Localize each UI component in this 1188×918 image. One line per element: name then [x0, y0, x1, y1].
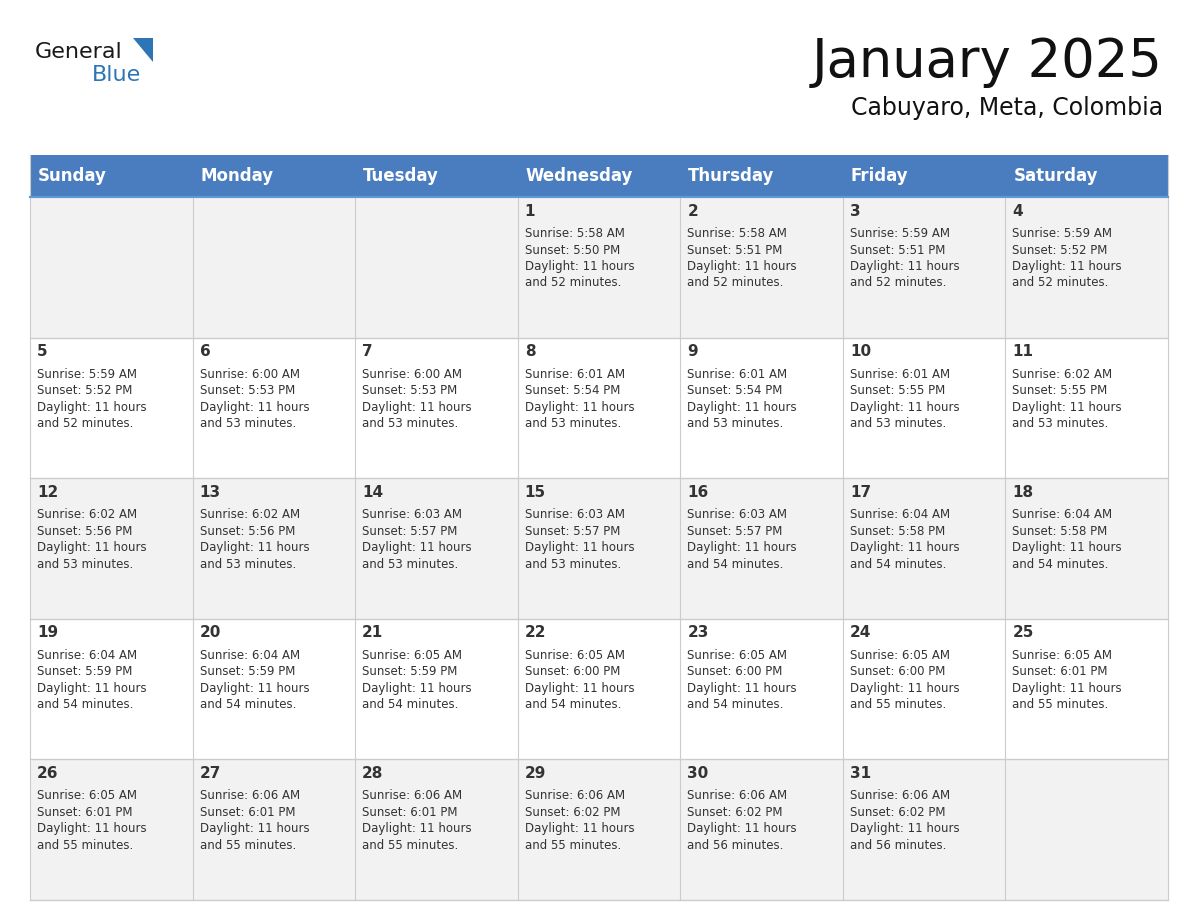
Text: Sunrise: 6:01 AM
Sunset: 5:54 PM
Daylight: 11 hours
and 53 minutes.: Sunrise: 6:01 AM Sunset: 5:54 PM Dayligh…	[525, 367, 634, 431]
Text: 17: 17	[849, 485, 871, 499]
Text: January 2025: January 2025	[813, 36, 1163, 88]
Bar	[30, 338, 1168, 478]
Text: Cabuyaro, Meta, Colombia: Cabuyaro, Meta, Colombia	[851, 96, 1163, 120]
Text: Sunrise: 6:05 AM
Sunset: 5:59 PM
Daylight: 11 hours
and 54 minutes.: Sunrise: 6:05 AM Sunset: 5:59 PM Dayligh…	[362, 649, 472, 711]
Text: 8: 8	[525, 344, 536, 359]
Text: Sunrise: 6:02 AM
Sunset: 5:56 PM
Daylight: 11 hours
and 53 minutes.: Sunrise: 6:02 AM Sunset: 5:56 PM Dayligh…	[37, 509, 146, 571]
Text: Sunrise: 6:03 AM
Sunset: 5:57 PM
Daylight: 11 hours
and 53 minutes.: Sunrise: 6:03 AM Sunset: 5:57 PM Dayligh…	[362, 509, 472, 571]
Text: Sunrise: 6:04 AM
Sunset: 5:58 PM
Daylight: 11 hours
and 54 minutes.: Sunrise: 6:04 AM Sunset: 5:58 PM Dayligh…	[849, 509, 960, 571]
Text: Sunrise: 6:01 AM
Sunset: 5:54 PM
Daylight: 11 hours
and 53 minutes.: Sunrise: 6:01 AM Sunset: 5:54 PM Dayligh…	[688, 367, 797, 431]
Text: Sunrise: 6:06 AM
Sunset: 6:02 PM
Daylight: 11 hours
and 56 minutes.: Sunrise: 6:06 AM Sunset: 6:02 PM Dayligh…	[849, 789, 960, 852]
Text: 15: 15	[525, 485, 545, 499]
Text: Sunrise: 6:06 AM
Sunset: 6:01 PM
Daylight: 11 hours
and 55 minutes.: Sunrise: 6:06 AM Sunset: 6:01 PM Dayligh…	[362, 789, 472, 852]
Text: 29: 29	[525, 766, 546, 781]
Text: Sunrise: 6:00 AM
Sunset: 5:53 PM
Daylight: 11 hours
and 53 minutes.: Sunrise: 6:00 AM Sunset: 5:53 PM Dayligh…	[200, 367, 309, 431]
Text: 23: 23	[688, 625, 709, 640]
Text: 28: 28	[362, 766, 384, 781]
Text: Sunrise: 6:06 AM
Sunset: 6:01 PM
Daylight: 11 hours
and 55 minutes.: Sunrise: 6:06 AM Sunset: 6:01 PM Dayligh…	[200, 789, 309, 852]
Text: Sunrise: 6:05 AM
Sunset: 6:00 PM
Daylight: 11 hours
and 54 minutes.: Sunrise: 6:05 AM Sunset: 6:00 PM Dayligh…	[688, 649, 797, 711]
Text: Sunrise: 5:58 AM
Sunset: 5:51 PM
Daylight: 11 hours
and 52 minutes.: Sunrise: 5:58 AM Sunset: 5:51 PM Dayligh…	[688, 227, 797, 289]
Text: Sunrise: 6:05 AM
Sunset: 6:00 PM
Daylight: 11 hours
and 54 minutes.: Sunrise: 6:05 AM Sunset: 6:00 PM Dayligh…	[525, 649, 634, 711]
Text: 3: 3	[849, 204, 860, 218]
Text: Sunday: Sunday	[38, 167, 107, 185]
Text: Sunrise: 5:59 AM
Sunset: 5:51 PM
Daylight: 11 hours
and 52 minutes.: Sunrise: 5:59 AM Sunset: 5:51 PM Dayligh…	[849, 227, 960, 289]
Text: Sunrise: 5:59 AM
Sunset: 5:52 PM
Daylight: 11 hours
and 52 minutes.: Sunrise: 5:59 AM Sunset: 5:52 PM Dayligh…	[37, 367, 146, 431]
Text: 4: 4	[1012, 204, 1023, 218]
Text: Thursday: Thursday	[688, 167, 775, 185]
Text: 30: 30	[688, 766, 708, 781]
Text: Sunrise: 5:58 AM
Sunset: 5:50 PM
Daylight: 11 hours
and 52 minutes.: Sunrise: 5:58 AM Sunset: 5:50 PM Dayligh…	[525, 227, 634, 289]
Text: 5: 5	[37, 344, 48, 359]
Text: Sunrise: 6:05 AM
Sunset: 6:01 PM
Daylight: 11 hours
and 55 minutes.: Sunrise: 6:05 AM Sunset: 6:01 PM Dayligh…	[37, 789, 146, 852]
Bar	[30, 155, 1168, 197]
Text: 20: 20	[200, 625, 221, 640]
Text: 24: 24	[849, 625, 871, 640]
Text: 13: 13	[200, 485, 221, 499]
Text: 21: 21	[362, 625, 384, 640]
Text: Sunrise: 6:02 AM
Sunset: 5:56 PM
Daylight: 11 hours
and 53 minutes.: Sunrise: 6:02 AM Sunset: 5:56 PM Dayligh…	[200, 509, 309, 571]
Bar	[30, 619, 1168, 759]
Text: Tuesday: Tuesday	[364, 167, 440, 185]
Text: Sunrise: 6:04 AM
Sunset: 5:58 PM
Daylight: 11 hours
and 54 minutes.: Sunrise: 6:04 AM Sunset: 5:58 PM Dayligh…	[1012, 509, 1121, 571]
Text: Sunrise: 6:05 AM
Sunset: 6:01 PM
Daylight: 11 hours
and 55 minutes.: Sunrise: 6:05 AM Sunset: 6:01 PM Dayligh…	[1012, 649, 1121, 711]
Text: Sunrise: 5:59 AM
Sunset: 5:52 PM
Daylight: 11 hours
and 52 minutes.: Sunrise: 5:59 AM Sunset: 5:52 PM Dayligh…	[1012, 227, 1121, 289]
Text: Sunrise: 6:04 AM
Sunset: 5:59 PM
Daylight: 11 hours
and 54 minutes.: Sunrise: 6:04 AM Sunset: 5:59 PM Dayligh…	[200, 649, 309, 711]
Text: Sunrise: 6:02 AM
Sunset: 5:55 PM
Daylight: 11 hours
and 53 minutes.: Sunrise: 6:02 AM Sunset: 5:55 PM Dayligh…	[1012, 367, 1121, 431]
Text: Sunrise: 6:01 AM
Sunset: 5:55 PM
Daylight: 11 hours
and 53 minutes.: Sunrise: 6:01 AM Sunset: 5:55 PM Dayligh…	[849, 367, 960, 431]
Bar	[30, 478, 1168, 619]
Text: 7: 7	[362, 344, 373, 359]
Text: 19: 19	[37, 625, 58, 640]
Text: 26: 26	[37, 766, 58, 781]
Text: 16: 16	[688, 485, 708, 499]
Text: 10: 10	[849, 344, 871, 359]
Text: Wednesday: Wednesday	[526, 167, 633, 185]
Text: Saturday: Saturday	[1013, 167, 1098, 185]
Text: Sunrise: 6:00 AM
Sunset: 5:53 PM
Daylight: 11 hours
and 53 minutes.: Sunrise: 6:00 AM Sunset: 5:53 PM Dayligh…	[362, 367, 472, 431]
Text: 1: 1	[525, 204, 536, 218]
Text: Sunrise: 6:03 AM
Sunset: 5:57 PM
Daylight: 11 hours
and 54 minutes.: Sunrise: 6:03 AM Sunset: 5:57 PM Dayligh…	[688, 509, 797, 571]
Text: Friday: Friday	[851, 167, 909, 185]
Text: 22: 22	[525, 625, 546, 640]
Text: General: General	[34, 42, 122, 62]
Text: 2: 2	[688, 204, 699, 218]
Bar	[30, 197, 1168, 338]
Polygon shape	[133, 38, 153, 62]
Text: Sunrise: 6:06 AM
Sunset: 6:02 PM
Daylight: 11 hours
and 55 minutes.: Sunrise: 6:06 AM Sunset: 6:02 PM Dayligh…	[525, 789, 634, 852]
Text: Sunrise: 6:06 AM
Sunset: 6:02 PM
Daylight: 11 hours
and 56 minutes.: Sunrise: 6:06 AM Sunset: 6:02 PM Dayligh…	[688, 789, 797, 852]
Text: 11: 11	[1012, 344, 1034, 359]
Text: Blue: Blue	[91, 65, 141, 85]
Text: Sunrise: 6:04 AM
Sunset: 5:59 PM
Daylight: 11 hours
and 54 minutes.: Sunrise: 6:04 AM Sunset: 5:59 PM Dayligh…	[37, 649, 146, 711]
Text: 18: 18	[1012, 485, 1034, 499]
Text: Sunrise: 6:03 AM
Sunset: 5:57 PM
Daylight: 11 hours
and 53 minutes.: Sunrise: 6:03 AM Sunset: 5:57 PM Dayligh…	[525, 509, 634, 571]
Text: 6: 6	[200, 344, 210, 359]
Text: 27: 27	[200, 766, 221, 781]
Bar	[30, 759, 1168, 900]
Text: 14: 14	[362, 485, 384, 499]
Text: Monday: Monday	[201, 167, 273, 185]
Text: 25: 25	[1012, 625, 1034, 640]
Text: 31: 31	[849, 766, 871, 781]
Text: 12: 12	[37, 485, 58, 499]
Text: 9: 9	[688, 344, 697, 359]
Text: Sunrise: 6:05 AM
Sunset: 6:00 PM
Daylight: 11 hours
and 55 minutes.: Sunrise: 6:05 AM Sunset: 6:00 PM Dayligh…	[849, 649, 960, 711]
